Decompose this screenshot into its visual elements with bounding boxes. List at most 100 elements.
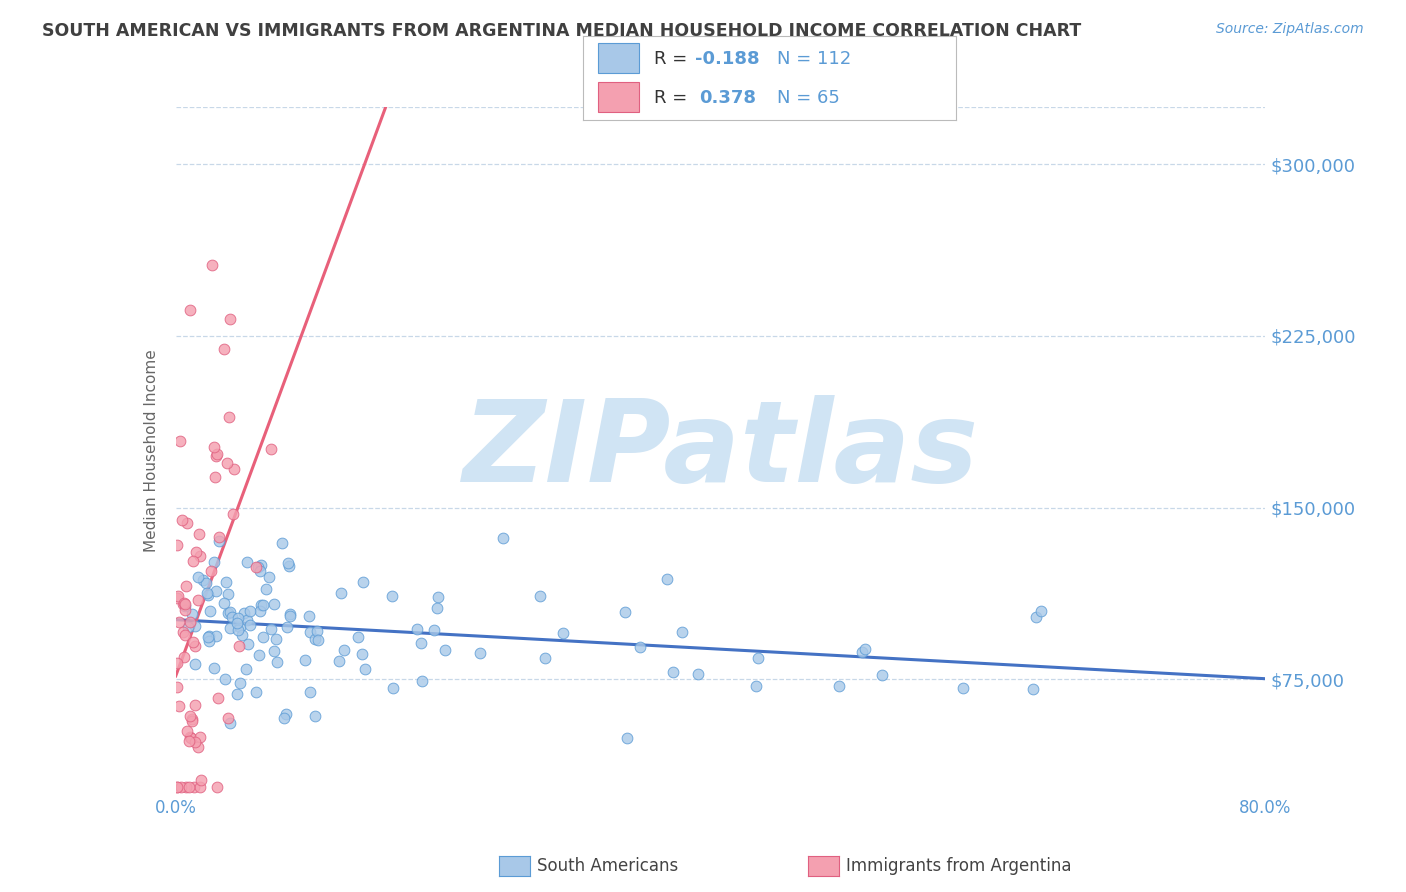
Point bbox=[183, 618, 205, 632]
Point bbox=[294, 653, 316, 667]
Point bbox=[427, 591, 450, 605]
Point bbox=[174, 627, 197, 641]
Point bbox=[172, 597, 194, 611]
Point bbox=[423, 624, 446, 638]
Point bbox=[330, 585, 353, 599]
Point bbox=[249, 604, 271, 618]
Point bbox=[352, 575, 374, 590]
Point bbox=[1022, 682, 1045, 697]
Point bbox=[177, 734, 200, 748]
Point bbox=[252, 630, 274, 644]
Point bbox=[263, 644, 285, 658]
Point bbox=[217, 606, 239, 620]
Text: SOUTH AMERICAN VS IMMIGRANTS FROM ARGENTINA MEDIAN HOUSEHOLD INCOME CORRELATION : SOUTH AMERICAN VS IMMIGRANTS FROM ARGENT… bbox=[42, 22, 1081, 40]
Point bbox=[254, 582, 277, 597]
Point bbox=[181, 635, 204, 649]
Point bbox=[952, 681, 974, 695]
Point bbox=[200, 564, 222, 578]
Point bbox=[215, 575, 238, 590]
Point bbox=[347, 630, 370, 644]
Point bbox=[247, 559, 270, 574]
Point bbox=[277, 557, 299, 571]
Point bbox=[225, 687, 247, 701]
Point bbox=[235, 662, 257, 676]
Point bbox=[219, 311, 242, 326]
Point bbox=[238, 604, 260, 618]
Point bbox=[872, 667, 894, 681]
Point bbox=[195, 586, 218, 600]
Point bbox=[208, 533, 231, 548]
Point bbox=[184, 545, 207, 559]
Point bbox=[381, 589, 404, 603]
FancyBboxPatch shape bbox=[599, 44, 640, 73]
Point bbox=[529, 590, 551, 604]
Point bbox=[197, 630, 219, 644]
Point bbox=[204, 584, 226, 599]
Point bbox=[218, 605, 240, 619]
Point bbox=[176, 516, 198, 530]
Point bbox=[671, 624, 693, 639]
Point bbox=[205, 447, 228, 461]
Point bbox=[245, 685, 267, 699]
Text: R =: R = bbox=[654, 50, 693, 68]
Point bbox=[533, 651, 555, 665]
Point bbox=[184, 639, 207, 653]
Text: N = 112: N = 112 bbox=[778, 50, 852, 68]
Point bbox=[304, 709, 326, 723]
Point bbox=[686, 667, 709, 681]
Point bbox=[853, 642, 876, 657]
Point bbox=[166, 591, 188, 606]
Text: N = 65: N = 65 bbox=[778, 88, 841, 106]
Point bbox=[179, 303, 201, 318]
Point bbox=[226, 615, 249, 630]
Point bbox=[745, 680, 768, 694]
Point bbox=[426, 601, 449, 615]
Point bbox=[226, 610, 249, 624]
Point bbox=[228, 639, 250, 653]
Text: R =: R = bbox=[654, 88, 699, 106]
Point bbox=[181, 712, 204, 726]
Point bbox=[208, 530, 231, 544]
Point bbox=[307, 624, 329, 638]
Point bbox=[176, 724, 198, 739]
Point bbox=[166, 780, 188, 794]
Point bbox=[616, 731, 638, 746]
Point bbox=[218, 716, 240, 731]
Point bbox=[245, 560, 267, 574]
Point bbox=[181, 554, 204, 568]
Point bbox=[167, 615, 190, 629]
Point bbox=[406, 622, 429, 636]
Point bbox=[235, 613, 257, 627]
Point bbox=[212, 342, 235, 356]
Point bbox=[169, 434, 191, 449]
Text: -0.188: -0.188 bbox=[695, 50, 759, 68]
Point bbox=[180, 714, 202, 728]
Point bbox=[252, 599, 274, 613]
Point bbox=[249, 564, 271, 578]
Point bbox=[231, 628, 253, 642]
Point bbox=[202, 661, 225, 675]
Point bbox=[207, 691, 229, 706]
Point bbox=[333, 643, 356, 657]
Point bbox=[202, 440, 225, 454]
Point bbox=[204, 449, 226, 463]
Point bbox=[197, 629, 219, 643]
Point bbox=[169, 780, 191, 794]
Point bbox=[217, 587, 239, 601]
Text: South Americans: South Americans bbox=[537, 857, 678, 875]
Point bbox=[470, 646, 492, 660]
Point bbox=[187, 570, 209, 584]
Point bbox=[278, 607, 301, 621]
Point bbox=[228, 619, 250, 633]
Point bbox=[177, 780, 200, 794]
Point bbox=[198, 633, 221, 648]
Point bbox=[249, 558, 271, 572]
Point bbox=[167, 590, 190, 604]
Point bbox=[202, 555, 225, 569]
Point bbox=[662, 665, 685, 679]
Point bbox=[166, 656, 188, 670]
Point bbox=[260, 442, 283, 456]
Point bbox=[204, 470, 226, 484]
Point bbox=[174, 579, 197, 593]
Point bbox=[250, 599, 273, 613]
